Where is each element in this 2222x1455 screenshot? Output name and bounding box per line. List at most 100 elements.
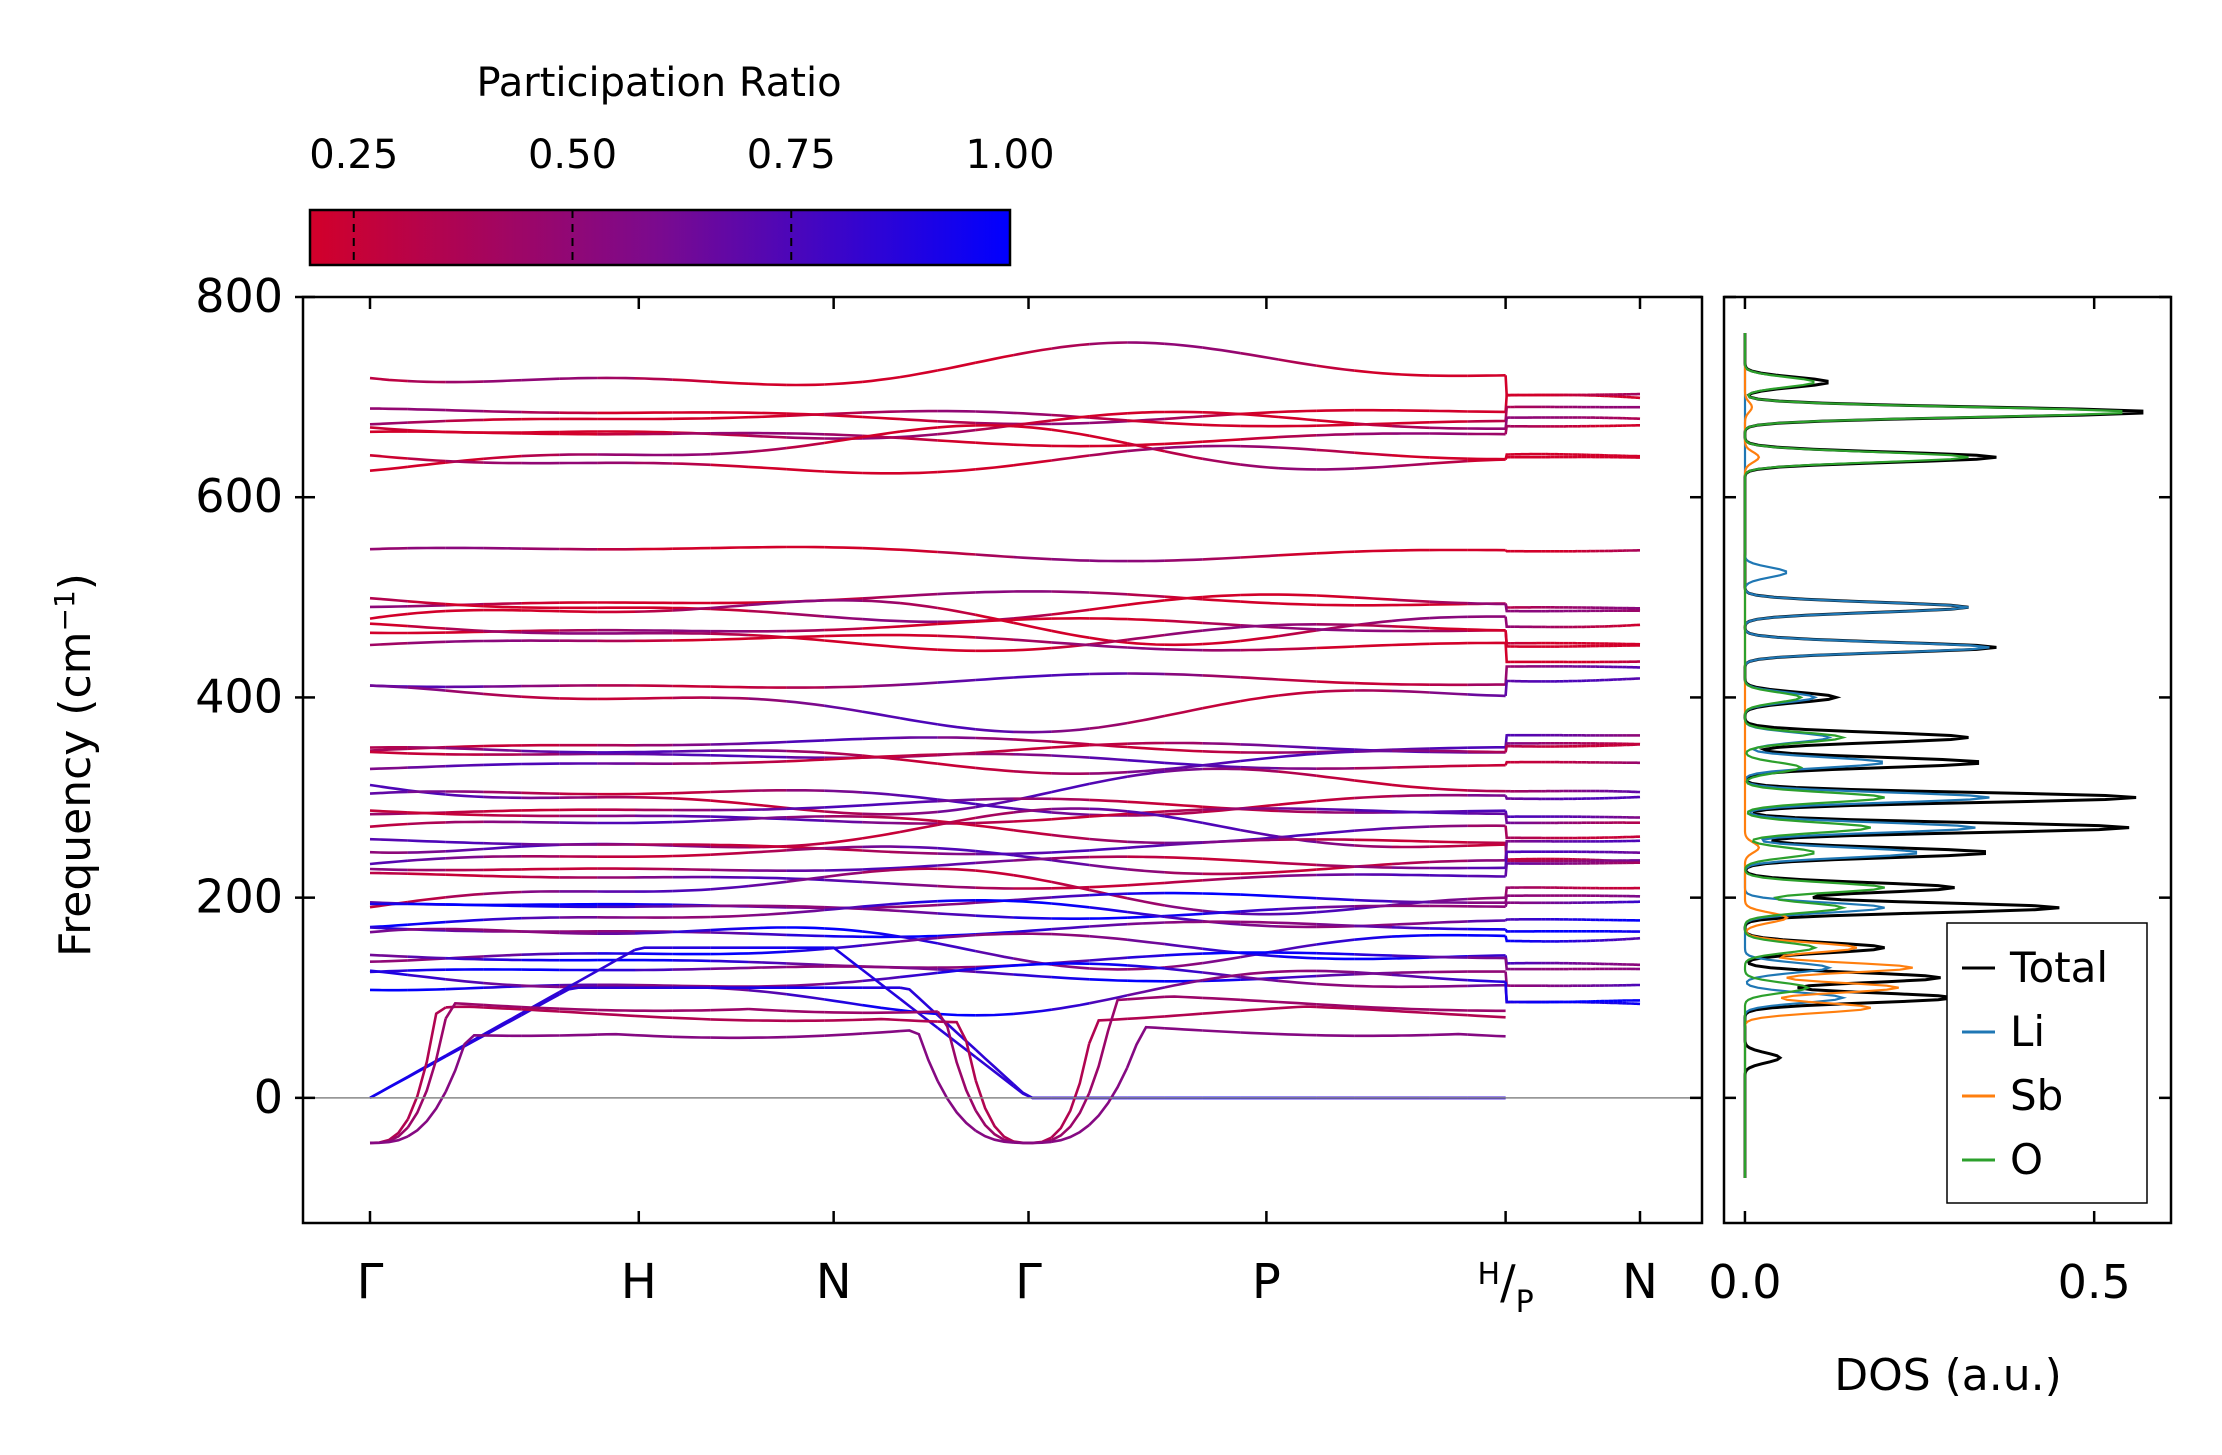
band-line: [521, 432, 560, 436]
band-line: [1429, 844, 1468, 848]
band-line: [1504, 679, 1511, 696]
band-line: [445, 956, 484, 961]
band-line: [1013, 770, 1052, 775]
band-line: [1467, 983, 1506, 988]
band-line: [1467, 419, 1506, 423]
band-line: [937, 420, 976, 425]
band-line: [1504, 957, 1511, 971]
band-line: [369, 641, 408, 647]
band-line: [899, 716, 939, 726]
band-line: [1164, 761, 1203, 767]
band-line: [824, 998, 863, 1007]
band-line: [407, 752, 446, 756]
band-line: [861, 642, 901, 649]
band-line: [672, 546, 711, 550]
band-line: [634, 930, 673, 935]
band-line: [899, 882, 938, 888]
k-point-ticks: Γ H N Γ P H/P N: [357, 297, 1658, 1320]
band-line: [1164, 558, 1203, 562]
band-line: [1051, 893, 1090, 899]
band-line: [483, 928, 522, 933]
band-line: [1126, 986, 1166, 997]
band-line: [786, 815, 825, 819]
band-line: [1278, 955, 1317, 960]
band-line: [1089, 962, 1128, 967]
band-line: [1164, 871, 1203, 876]
band-line: [786, 933, 825, 938]
band-line: [1316, 810, 1355, 814]
band-line: [899, 810, 938, 816]
band-line: [862, 820, 901, 825]
band-line: [521, 984, 560, 989]
band-line: [1013, 873, 1052, 884]
band-line: [1164, 706, 1204, 718]
band-line: [1051, 797, 1090, 802]
band-line: [975, 849, 1014, 857]
band-line: [1240, 623, 1279, 629]
band-line: [748, 816, 787, 821]
soft-mode-line: [937, 1020, 977, 1081]
band-line: [786, 947, 825, 953]
band-line: [937, 846, 976, 853]
legend-label: Sb: [2010, 1071, 2063, 1120]
band-line: [407, 604, 446, 608]
band-line: [1354, 749, 1393, 753]
band-line: [975, 636, 1014, 641]
band-line: [672, 928, 711, 934]
band-line: [1316, 623, 1355, 627]
band-line: [1504, 901, 1511, 908]
band-line: [975, 797, 1014, 801]
band-line: [1127, 855, 1165, 859]
band-line: [407, 419, 446, 424]
band-line: [483, 958, 522, 962]
band-line: [899, 845, 938, 850]
band-line: [1127, 843, 1165, 850]
band-line: [1164, 961, 1203, 969]
band-line: [445, 986, 484, 991]
band-line: [1316, 550, 1355, 555]
band-line: [1164, 440, 1203, 446]
band-line: [824, 639, 863, 646]
band-line: [1429, 626, 1468, 631]
band-line: [1429, 409, 1468, 413]
band-line: [1127, 979, 1165, 983]
band-line: [1354, 935, 1393, 941]
soft-mode-line: [1467, 1033, 1506, 1038]
band-line: [1202, 955, 1241, 965]
band-line: [1164, 619, 1203, 625]
band-line: [1429, 811, 1468, 815]
band-line: [1504, 840, 1511, 861]
band-line: [975, 914, 1014, 919]
band-line: [975, 886, 1014, 890]
band-line: [1088, 636, 1128, 644]
band-line: [407, 987, 446, 992]
band-line: [937, 606, 976, 617]
band-line: [1127, 891, 1165, 895]
soft-mode-line: [974, 1079, 1015, 1143]
band-line: [1089, 967, 1128, 971]
band-line: [937, 428, 976, 436]
band-line: [975, 1012, 1014, 1017]
band-line: [937, 736, 976, 740]
band-line: [369, 809, 408, 814]
band-line: [672, 462, 711, 467]
band-line: [1504, 405, 1511, 422]
band-line: [937, 591, 976, 596]
band-line: [1202, 621, 1241, 627]
band-line: [1089, 863, 1128, 871]
band-line: [1278, 943, 1317, 952]
band-line: [899, 470, 938, 475]
band-line: [1504, 549, 1511, 553]
band-line: [824, 878, 863, 884]
soft-mode-line: [1429, 1011, 1468, 1017]
band-line: [1089, 591, 1128, 596]
band-line: [824, 837, 863, 845]
band-line: [975, 820, 1014, 825]
band-line: [1240, 351, 1279, 361]
band-line: [445, 630, 484, 634]
band-line: [1127, 954, 1165, 959]
band-line: [1240, 838, 1279, 843]
band-line: [1429, 840, 1468, 844]
band-line: [1316, 750, 1355, 756]
band-line: [710, 754, 749, 758]
